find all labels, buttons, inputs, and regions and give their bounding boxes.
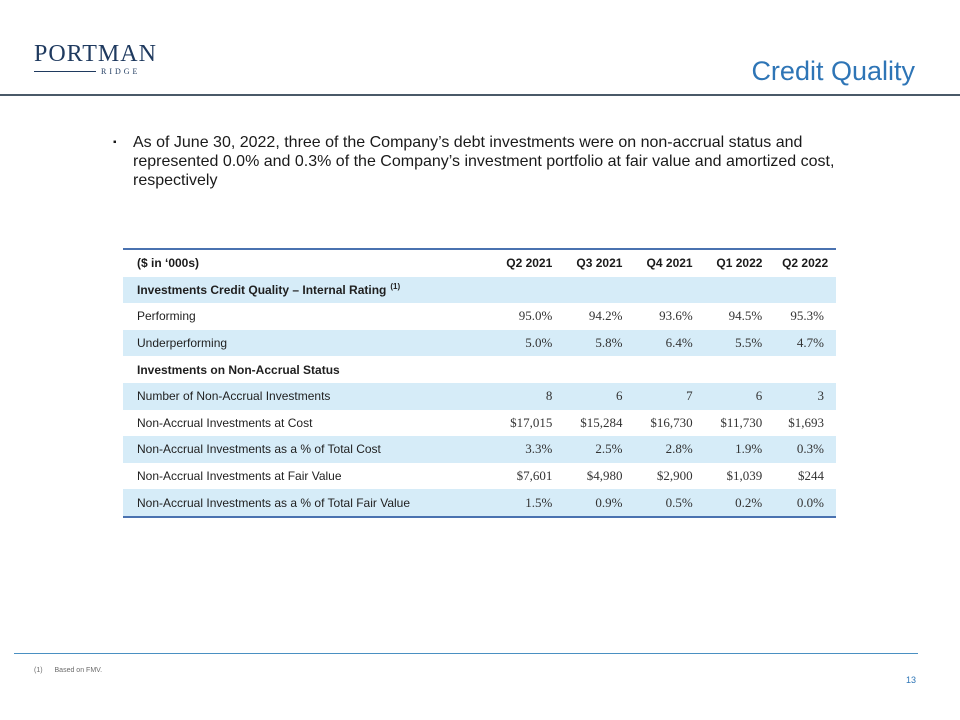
table-cell: $11,730 [720,414,763,430]
section-label-text: Investments Credit Quality – Internal Ra… [137,283,387,298]
table-cell: 7 [634,382,705,410]
table-cell: 0.5% [634,489,705,517]
footnote: (1) Based on FMV. [34,667,102,674]
table-cell: $16,730 [650,414,693,430]
row-label: Non-Accrual Investments at Cost [137,415,313,430]
table-cell: 2.5% [564,436,635,463]
slide-title: Credit Quality [751,56,915,86]
footnote-reference: (1) [390,282,401,292]
table-cell: 0.0% [774,489,836,517]
table-cell: 4.7% [774,329,836,357]
table-cell: 2.8% [634,436,705,463]
section-row-non-accrual: Investments on Non-Accrual Status [123,356,836,383]
logo-subtitle-text: RIDGE [101,67,141,76]
units-header: ($ in ‘000s) [137,256,200,271]
row-label: Performing [137,309,196,324]
bullet-text: As of June 30, 2022, three of the Compan… [133,134,835,189]
table-cell: 5.8% [564,329,635,357]
logo-subtitle: RIDGE [34,67,148,76]
table-cell: $15,284 [580,414,623,430]
column-header: Q2 2021 [506,256,553,271]
table-row: Non-Accrual Investments as a % of Total … [123,489,836,517]
bullet-square-icon: ▪ [113,137,117,148]
column-header: Q4 2021 [646,256,693,271]
header-divider [0,94,960,96]
footnote-number: (1) [34,667,43,674]
table-cell: 0.2% [704,489,775,517]
table-cell: 95.0% [518,308,553,324]
table-cell: 5.5% [704,329,775,357]
section-row-internal-rating: Investments Credit Quality – Internal Ra… [123,276,836,304]
table-row: Underperforming 5.0% 5.8% 6.4% 5.5% 4.7% [123,329,836,357]
table-row: Non-Accrual Investments as a % of Total … [123,436,836,463]
table-cell: 3.3% [494,436,565,463]
table-cell: 6 [704,382,775,410]
row-label: Number of Non-Accrual Investments [123,382,495,410]
table-cell: 1.5% [494,489,565,517]
table-cell: $4,980 [586,468,623,484]
credit-quality-table: ($ in ‘000s) Q2 2021 Q3 2021 Q4 2021 Q1 … [123,248,836,518]
table-row: Non-Accrual Investments at Cost $17,015 … [123,410,836,437]
table-cell: 5.0% [494,329,565,357]
column-header: Q1 2022 [716,256,763,271]
table-cell: $244 [798,468,824,484]
row-label: Non-Accrual Investments as a % of Total … [123,436,495,463]
row-label: Non-Accrual Investments at Fair Value [137,469,342,484]
table-cell: 0.3% [774,436,836,463]
table-row: Number of Non-Accrual Investments 8 6 7 … [123,382,836,410]
logo-rule [34,71,96,72]
table-cell: 3 [774,382,836,410]
table-cell: 93.6% [659,308,693,324]
logo-wordmark: PORTMAN [34,41,157,67]
bullet-point: ▪ As of June 30, 2022, three of the Comp… [113,133,848,190]
table-cell: $7,601 [516,468,553,484]
table-cell: 0.9% [564,489,635,517]
column-header: Q2 2022 [782,256,829,271]
table-cell: $17,015 [510,414,553,430]
table-row: Performing 95.0% 94.2% 93.6% 94.5% 95.3% [123,303,836,330]
table-row: Non-Accrual Investments at Fair Value $7… [123,463,836,490]
table-cell: 94.5% [728,308,763,324]
table-cell: 1.9% [704,436,775,463]
column-header: Q3 2021 [576,256,623,271]
table-cell: 95.3% [790,308,824,324]
table-cell: 8 [494,382,565,410]
row-label: Non-Accrual Investments as a % of Total … [123,489,495,517]
table-cell: $1,039 [726,468,763,484]
page-number: 13 [905,675,916,685]
company-logo: PORTMAN RIDGE [34,41,157,76]
footnote-text: Based on FMV. [54,667,103,674]
table-header-row: ($ in ‘000s) Q2 2021 Q3 2021 Q4 2021 Q1 … [123,249,836,277]
footer-divider [14,653,918,654]
table-cell: $1,693 [788,414,824,430]
table-cell: 6.4% [634,329,705,357]
table-cell: 6 [564,382,635,410]
section-label: Investments Credit Quality – Internal Ra… [123,276,836,304]
row-label: Underperforming [123,329,495,357]
table-cell: $2,900 [656,468,693,484]
section-label: Investments on Non-Accrual Status [137,362,340,377]
table-cell: 94.2% [588,308,623,324]
